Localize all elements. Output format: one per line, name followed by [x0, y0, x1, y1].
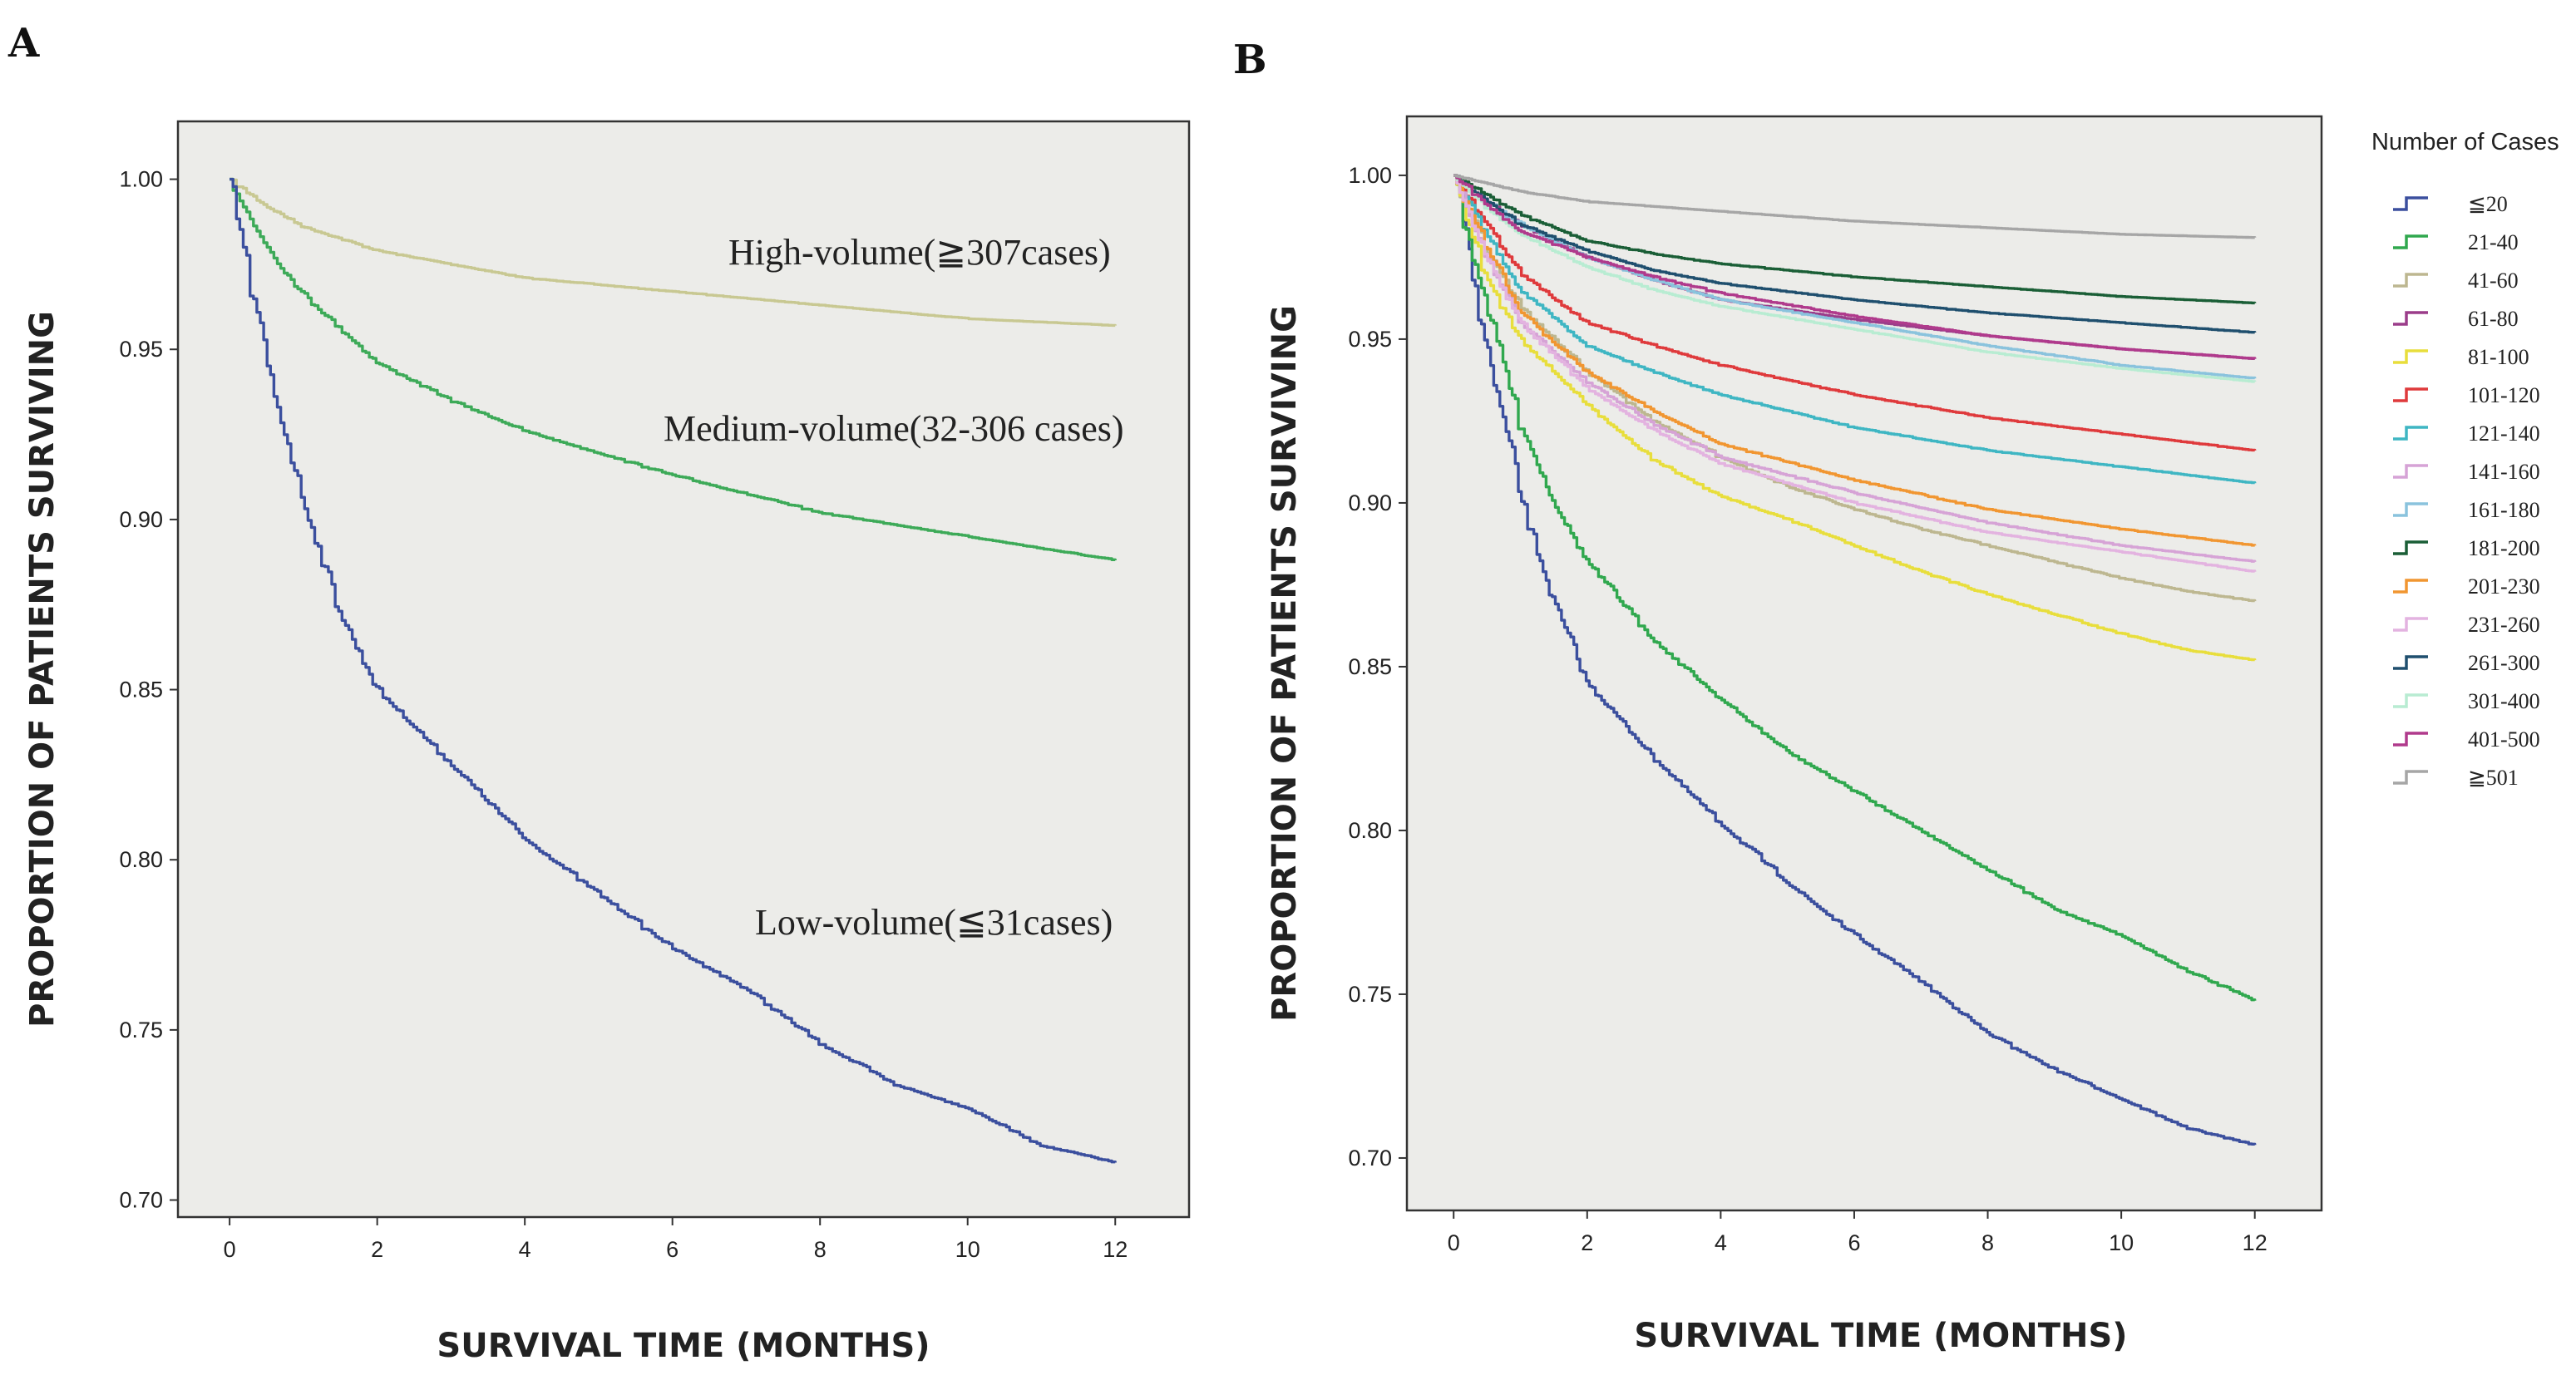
series-line [1453, 174, 2257, 305]
legend-label: 141-160 [2468, 460, 2540, 484]
series-line [1453, 174, 2257, 1146]
x-tick-label: 0 [224, 1237, 236, 1262]
x-tick-label: 0 [1448, 1230, 1460, 1255]
legend-swatch [2393, 464, 2428, 479]
x-axis-title-a: SURVIVAL TIME (MONTHS) [437, 1327, 930, 1365]
legend-swatch [2393, 387, 2428, 402]
y-tick-label: 0.80 [119, 847, 163, 872]
y-tick-label: 0.70 [119, 1188, 163, 1213]
legend-label: 101-120 [2468, 383, 2540, 407]
legend-swatch [2393, 693, 2428, 708]
y-tick-label: 0.75 [1348, 982, 1392, 1007]
series-line [1453, 174, 2257, 360]
legend-label: 21-40 [2468, 230, 2519, 254]
legend-label: 261-300 [2468, 651, 2540, 675]
x-tick-label: 6 [666, 1237, 679, 1262]
legend-label: 401-500 [2468, 727, 2540, 752]
plot-area-b [1405, 115, 2323, 1212]
x-tick-label: 8 [814, 1237, 827, 1262]
series-line [1453, 174, 2257, 485]
y-tick-label: 0.85 [119, 678, 163, 702]
y-axis-title-b: PROPORTION OF PATIENTS SURVIVING [1266, 305, 1304, 1022]
legend-swatch [2393, 732, 2428, 747]
y-tick-label: 0.95 [119, 337, 163, 362]
series-line [1453, 174, 2257, 383]
legend-swatch [2393, 311, 2428, 326]
series-line [1453, 174, 2257, 239]
series-line [1453, 174, 2257, 452]
x-tick-label: 2 [1581, 1230, 1593, 1255]
legend-title: Number of Cases [2371, 129, 2559, 155]
series-line [1453, 174, 2257, 1002]
legend-label: 301-400 [2468, 689, 2540, 713]
x-tick-label: 12 [2243, 1230, 2268, 1255]
y-tick-label: 0.90 [119, 507, 163, 532]
x-tick-label: 2 [371, 1237, 383, 1262]
legend-swatch [2393, 540, 2428, 555]
y-tick-label: 1.00 [119, 167, 163, 192]
y-tick-label: 0.70 [1348, 1146, 1392, 1171]
panel-label-a: A [7, 20, 40, 67]
legend-label: 161-180 [2468, 498, 2540, 522]
x-ticks-b: 0 2 4 6 8 10 12 [1448, 1210, 2268, 1255]
legend-swatch [2393, 579, 2428, 594]
series-line [1453, 174, 2257, 563]
legend-label: 81-100 [2468, 345, 2529, 369]
series-group-b [1453, 174, 2257, 1146]
x-tick-label: 4 [519, 1237, 531, 1262]
legend-label: 201-230 [2468, 574, 2540, 599]
panel-label-b: B [1233, 37, 1267, 83]
x-tick-label: 12 [1103, 1237, 1128, 1262]
annotation-low-volume: Low-volume(≦31cases) [755, 902, 1113, 943]
series-line [229, 177, 1117, 328]
plot-area-a [176, 120, 1191, 1219]
series-line [1453, 174, 2257, 573]
x-tick-label: 10 [955, 1237, 980, 1262]
y-tick-label: 0.80 [1348, 818, 1392, 843]
legend-swatch [2393, 196, 2428, 211]
series-line [229, 177, 1117, 1164]
y-tick-label: 0.90 [1348, 490, 1392, 515]
legend-swatch [2393, 349, 2428, 364]
legend-label: 181-200 [2468, 536, 2540, 560]
annotation-medium-volume: Medium-volume(32-306 cases) [664, 408, 1124, 449]
legend-swatch [2393, 655, 2428, 670]
y-tick-label: 0.95 [1348, 327, 1392, 352]
annotation-high-volume: High-volume(≧307cases) [728, 232, 1111, 273]
y-tick-label: 1.00 [1348, 163, 1392, 188]
legend: ≦20 21-40 41-60 61-80 81-100 101-120 121-140 14… [2393, 192, 2540, 790]
series-line [229, 177, 1117, 561]
y-tick-label: 0.85 [1348, 654, 1392, 679]
y-tick-label: 0.75 [119, 1018, 163, 1042]
legend-label: 121-140 [2468, 421, 2540, 446]
y-ticks-a: 0.70 0.75 0.80 0.85 0.90 0.95 1.00 [119, 167, 178, 1213]
legend-label: 41-60 [2468, 269, 2519, 293]
series-line [1453, 174, 2257, 662]
y-axis-title-a: PROPORTION OF PATIENTS SURVIVING [23, 311, 62, 1028]
legend-label: ≦20 [2468, 192, 2508, 216]
legend-label: 231-260 [2468, 613, 2540, 637]
y-ticks-b: 0.70 0.75 0.80 0.85 0.90 0.95 1.00 [1348, 163, 1407, 1171]
x-axis-title-b: SURVIVAL TIME (MONTHS) [1634, 1317, 2127, 1355]
legend-swatch [2393, 273, 2428, 288]
series-group-a [229, 177, 1117, 1164]
x-tick-label: 4 [1715, 1230, 1727, 1255]
series-line [1453, 174, 2257, 334]
legend-swatch [2393, 234, 2428, 249]
legend-swatch [2393, 502, 2428, 517]
legend-swatch [2393, 426, 2428, 441]
legend-label: ≧501 [2468, 766, 2519, 790]
x-ticks-a: 0 2 4 6 8 10 12 [224, 1217, 1128, 1262]
legend-swatch [2393, 770, 2428, 785]
series-line [1453, 174, 2257, 547]
legend-swatch [2393, 617, 2428, 632]
x-tick-label: 8 [1981, 1230, 1994, 1255]
x-tick-label: 10 [2109, 1230, 2134, 1255]
legend-label: 61-80 [2468, 307, 2519, 331]
x-tick-label: 6 [1848, 1230, 1860, 1255]
